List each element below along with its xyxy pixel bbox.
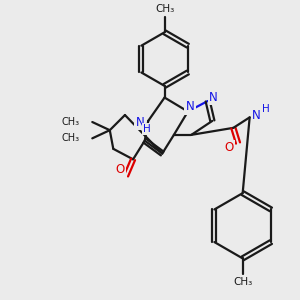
Text: N: N	[209, 91, 218, 104]
Text: CH₃: CH₃	[233, 277, 252, 287]
Text: N: N	[252, 109, 261, 122]
Text: H: H	[262, 104, 270, 114]
Text: N: N	[186, 100, 195, 113]
Text: H: H	[143, 124, 151, 134]
Text: N: N	[136, 116, 145, 128]
Text: O: O	[116, 163, 125, 176]
Text: CH₃: CH₃	[61, 133, 80, 143]
Text: CH₃: CH₃	[61, 117, 80, 127]
Text: CH₃: CH₃	[155, 4, 174, 14]
Text: O: O	[224, 141, 233, 154]
